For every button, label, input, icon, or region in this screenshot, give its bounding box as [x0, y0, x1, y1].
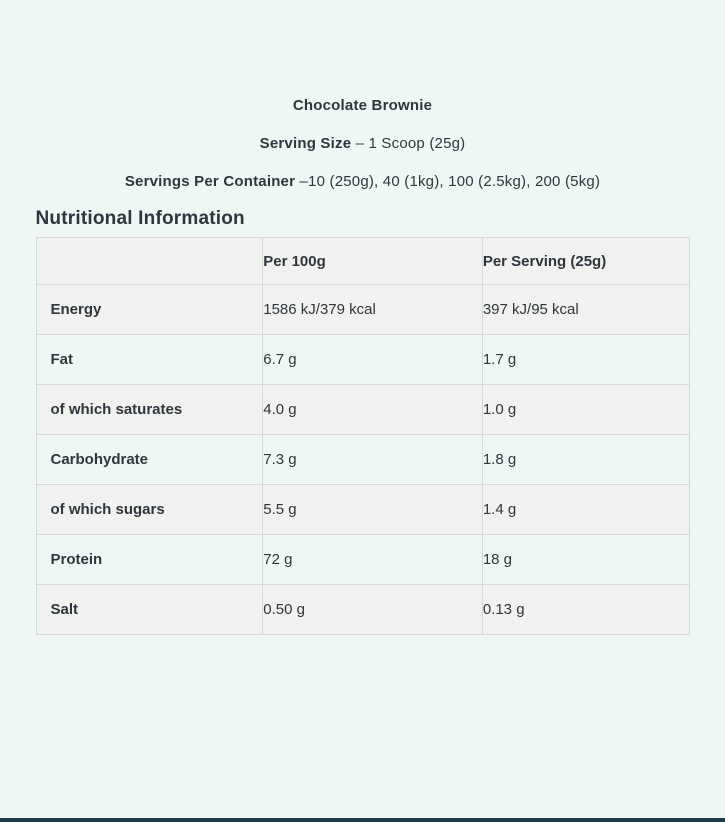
col-header-per-serving: Per Serving (25g) [481, 237, 690, 285]
nutrient-label: of which saturates [35, 384, 264, 435]
nutrient-label: Energy [35, 284, 264, 335]
nutrition-table-body: Energy 1586 kJ/379 kcal 397 kJ/95 kcal F… [35, 284, 690, 635]
serving-size-value: – 1 Scoop (25g) [351, 135, 466, 152]
table-row: of which saturates 4.0 g 1.0 g [35, 384, 690, 435]
per-100g-value: 1586 kJ/379 kcal [262, 284, 483, 335]
table-row: Fat 6.7 g 1.7 g [35, 334, 690, 385]
per-100g-value: 72 g [262, 534, 483, 585]
servings-per-container-line: Servings Per Container –10 (250g), 40 (1… [36, 173, 690, 191]
serving-size-label: Serving Size [259, 135, 352, 152]
col-header-nutrient [35, 237, 264, 285]
per-serving-value: 397 kJ/95 kcal [481, 284, 690, 335]
servings-per-container-value: –10 (250g), 40 (1kg), 100 (2.5kg), 200 (… [295, 173, 601, 190]
nutrient-label: Fat [35, 334, 264, 385]
per-100g-value: 6.7 g [262, 334, 483, 385]
per-serving-value: 1.4 g [481, 484, 690, 535]
table-row: Protein 72 g 18 g [35, 534, 690, 585]
product-title: Chocolate Brownie [292, 97, 433, 114]
nutrition-section: Chocolate Brownie Serving Size – 1 Scoop… [36, 97, 690, 635]
servings-per-container-label: Servings Per Container [124, 173, 296, 190]
per-100g-value: 5.5 g [262, 484, 483, 535]
table-row: Salt 0.50 g 0.13 g [35, 584, 690, 635]
per-serving-value: 18 g [481, 534, 690, 585]
per-100g-value: 7.3 g [262, 434, 483, 485]
per-serving-value: 1.7 g [481, 334, 690, 385]
per-100g-value: 4.0 g [262, 384, 483, 435]
serving-size-line: Serving Size – 1 Scoop (25g) [36, 135, 690, 153]
nutrition-table: Per 100g Per Serving (25g) Energy 1586 k… [35, 237, 690, 635]
nutrient-label: Protein [35, 534, 264, 585]
section-heading: Nutritional Information [35, 208, 245, 229]
nutrient-label: Salt [35, 584, 264, 635]
col-header-per-100g: Per 100g [262, 237, 483, 285]
nutrient-label: of which sugars [35, 484, 264, 535]
per-serving-value: 0.13 g [481, 584, 690, 635]
table-header-row: Per 100g Per Serving (25g) [35, 237, 690, 285]
page-bottom-bar [0, 818, 725, 822]
table-row: of which sugars 5.5 g 1.4 g [35, 484, 690, 535]
table-row: Energy 1586 kJ/379 kcal 397 kJ/95 kcal [35, 284, 690, 335]
per-serving-value: 1.8 g [481, 434, 690, 485]
nutrient-label: Carbohydrate [35, 434, 264, 485]
per-serving-value: 1.0 g [481, 384, 690, 435]
per-100g-value: 0.50 g [262, 584, 483, 635]
table-row: Carbohydrate 7.3 g 1.8 g [35, 434, 690, 485]
